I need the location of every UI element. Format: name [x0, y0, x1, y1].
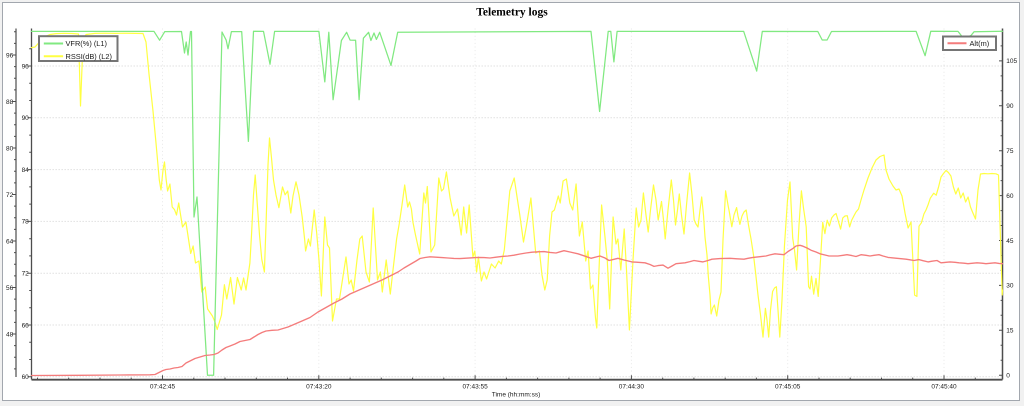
svg-text:88: 88 — [6, 99, 14, 106]
svg-text:56: 56 — [6, 285, 14, 292]
svg-text:07:45:40: 07:45:40 — [931, 383, 957, 390]
svg-text:30: 30 — [1006, 283, 1014, 290]
svg-text:84: 84 — [22, 167, 30, 174]
svg-text:07:43:55: 07:43:55 — [462, 383, 488, 390]
svg-text:07:45:05: 07:45:05 — [775, 383, 801, 390]
svg-text:45: 45 — [1006, 238, 1014, 245]
svg-text:07:43:20: 07:43:20 — [306, 383, 332, 390]
svg-text:15: 15 — [1006, 328, 1014, 335]
svg-text:07:44:30: 07:44:30 — [619, 383, 645, 390]
svg-text:78: 78 — [22, 219, 30, 226]
svg-text:72: 72 — [6, 192, 14, 199]
svg-text:RSSI(dB) (L2): RSSI(dB) (L2) — [66, 52, 112, 61]
svg-text:Time (hh:mm:ss): Time (hh:mm:ss) — [492, 392, 541, 399]
svg-text:60: 60 — [22, 374, 30, 381]
svg-text:VFR(%) (L1): VFR(%) (L1) — [66, 39, 107, 48]
svg-text:0: 0 — [1006, 373, 1010, 380]
svg-text:80: 80 — [6, 145, 14, 152]
svg-text:96: 96 — [6, 52, 14, 59]
svg-text:64: 64 — [6, 238, 14, 245]
svg-text:90: 90 — [22, 115, 30, 122]
svg-text:72: 72 — [22, 271, 30, 278]
svg-text:90: 90 — [1006, 103, 1014, 110]
svg-text:105: 105 — [1006, 58, 1017, 65]
svg-text:Telemetry logs: Telemetry logs — [476, 7, 548, 19]
svg-text:07:42:45: 07:42:45 — [150, 383, 176, 390]
svg-text:66: 66 — [22, 322, 30, 329]
svg-text:60: 60 — [1006, 193, 1014, 200]
svg-text:96: 96 — [22, 63, 30, 70]
svg-text:48: 48 — [6, 331, 14, 338]
svg-text:Alt(m): Alt(m) — [970, 39, 990, 48]
svg-text:75: 75 — [1006, 148, 1014, 155]
